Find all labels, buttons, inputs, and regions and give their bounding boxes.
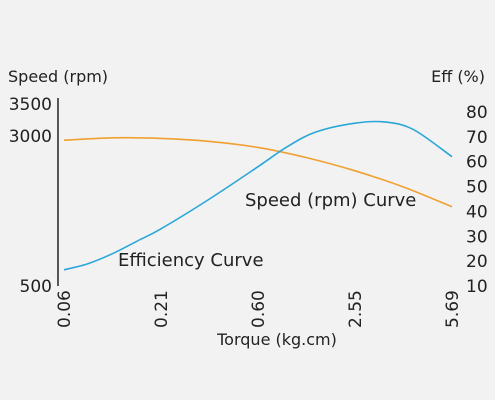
left-axis-title: Speed (rpm) bbox=[8, 67, 108, 86]
speed-curve bbox=[63, 136, 453, 208]
x-tick-label-0.06: 0.06 bbox=[55, 290, 75, 328]
right-tick-label-70: 70 bbox=[466, 128, 488, 148]
right-tick-label-40: 40 bbox=[466, 202, 488, 222]
right-tick-label-50: 50 bbox=[466, 178, 488, 198]
efficiency-series-label: Efficiency Curve bbox=[118, 250, 264, 271]
x-tick-label-0.21: 0.21 bbox=[152, 290, 172, 328]
x-axis-title: Torque (kg.cm) bbox=[216, 330, 337, 349]
efficiency-curve bbox=[63, 120, 453, 271]
right-tick-label-30: 30 bbox=[466, 227, 488, 247]
right-tick-label-60: 60 bbox=[466, 153, 488, 173]
right-tick-label-20: 20 bbox=[466, 252, 488, 272]
left-tick-label-3000: 3000 bbox=[9, 127, 52, 147]
right-tick-label-10: 10 bbox=[466, 277, 488, 297]
x-tick-label-5.69: 5.69 bbox=[443, 290, 463, 328]
right-tick-labels: 10 20 30 40 50 60 70 80 bbox=[466, 103, 488, 297]
left-tick-labels: 500 3000 3500 bbox=[9, 95, 52, 297]
right-tick-label-80: 80 bbox=[466, 103, 488, 123]
speed-series-label: Speed (rpm) Curve bbox=[245, 190, 416, 211]
left-tick-label-500: 500 bbox=[20, 277, 52, 297]
x-tick-labels: 0.06 0.21 0.60 2.55 5.69 bbox=[55, 290, 463, 328]
x-tick-label-0.60: 0.60 bbox=[249, 290, 269, 328]
left-tick-label-3500: 3500 bbox=[9, 95, 52, 115]
series-lines bbox=[63, 120, 453, 271]
x-tick-label-2.55: 2.55 bbox=[346, 290, 366, 328]
right-axis-title: Eff (%) bbox=[431, 67, 485, 86]
